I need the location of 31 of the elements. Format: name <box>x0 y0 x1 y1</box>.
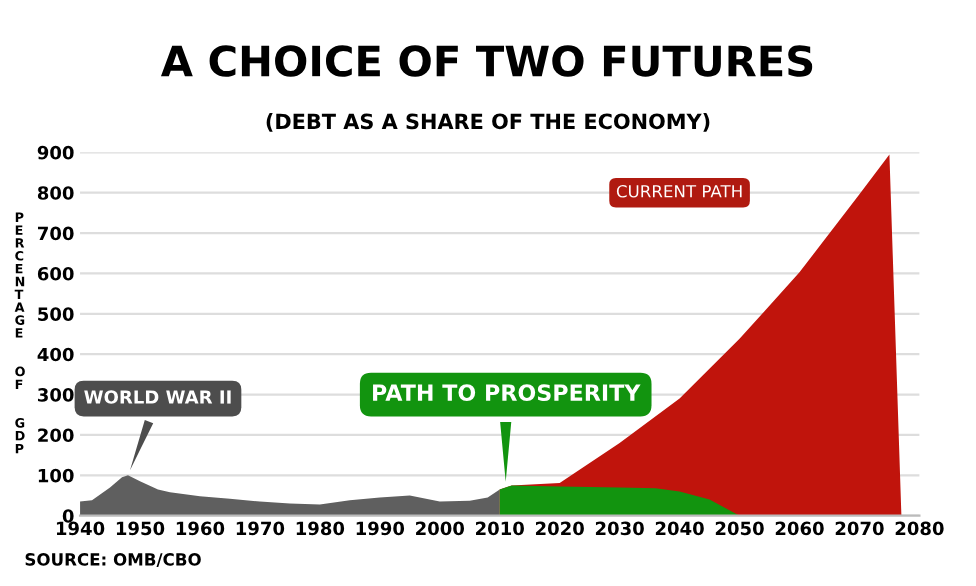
y-tick-label: 500 <box>38 307 74 321</box>
annotation: CURRENT PATH <box>616 184 742 198</box>
y-tick-label: 300 <box>38 388 74 402</box>
chart-subtitle: (DEBT AS A SHARE OF THE ECONOMY) <box>266 113 710 132</box>
x-tick-label: 2040 <box>655 521 704 536</box>
chart-title: A CHOICE OF TWO FUTURES <box>160 45 813 77</box>
x-tick-label: 2000 <box>416 521 465 536</box>
annotation: PATH TO PROSPERITY <box>373 384 641 402</box>
y-tick-label: 100 <box>38 468 74 483</box>
y-tick-label: 400 <box>37 347 74 362</box>
x-tick-label: 2060 <box>775 521 824 536</box>
y-tick-label: 0 <box>62 509 74 523</box>
y-tick-label: 800 <box>37 186 74 200</box>
x-tick-label: 1990 <box>356 521 405 536</box>
source-note: SOURCE: OMB/CBO <box>25 553 201 568</box>
x-tick-label: 1950 <box>116 521 165 536</box>
x-tick-label: 1970 <box>236 521 285 536</box>
y-tick-label: 600 <box>37 266 74 281</box>
annotation: WORLD WAR II <box>84 390 231 404</box>
y-tick-label: 700 <box>38 226 74 241</box>
x-tick-label: 2020 <box>535 521 584 536</box>
x-tick-label: 2070 <box>835 521 884 536</box>
x-tick-label: 2050 <box>715 521 764 536</box>
x-tick-label: 2030 <box>595 521 644 536</box>
x-tick-label: 1980 <box>296 521 345 536</box>
x-tick-label: 1940 <box>56 521 105 536</box>
y-tick-label: 900 <box>37 145 74 160</box>
x-tick-label: 2080 <box>895 521 944 536</box>
x-tick-label: 1960 <box>176 521 225 536</box>
x-tick-label: 2010 <box>476 521 524 536</box>
y-tick-label: 200 <box>38 428 74 443</box>
